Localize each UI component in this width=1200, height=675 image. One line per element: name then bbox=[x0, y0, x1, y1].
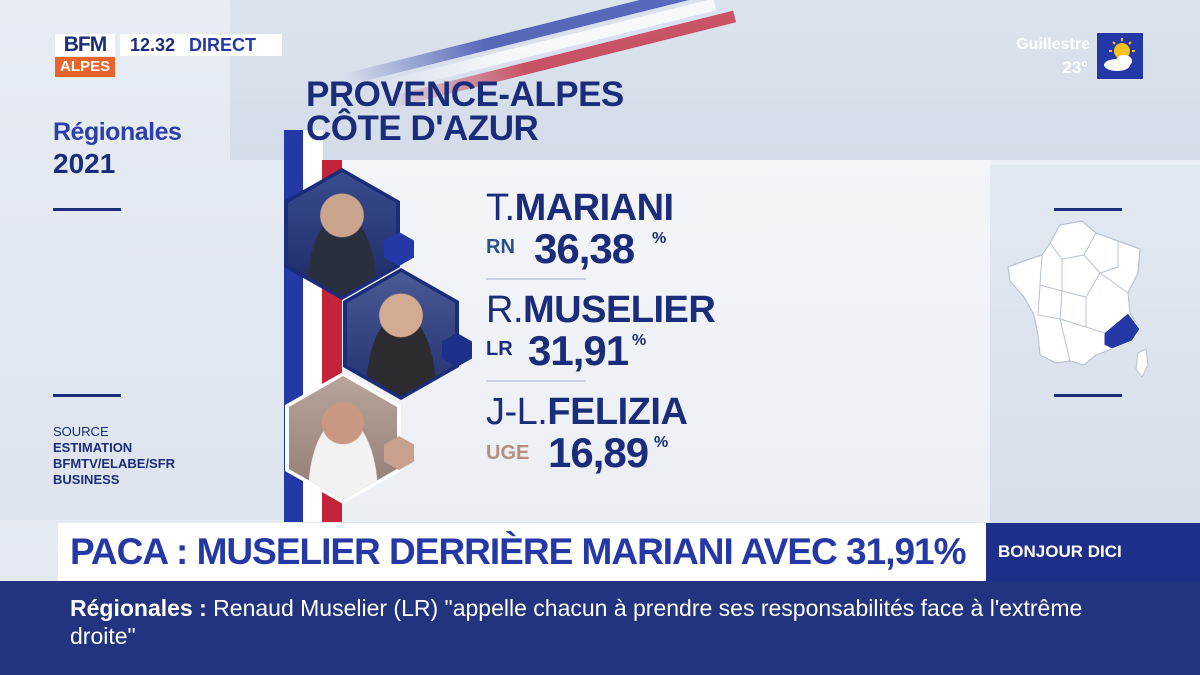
party-label: UGE bbox=[486, 442, 530, 464]
candidate-first: R. bbox=[486, 289, 524, 331]
divider bbox=[53, 394, 121, 397]
percent-sign: % bbox=[654, 434, 669, 451]
paca-region bbox=[1103, 312, 1141, 350]
source-block: SOURCE ESTIMATION BFMTV/ELABE/SFR BUSINE… bbox=[53, 424, 175, 488]
candidate-name: R.MUSELIER bbox=[486, 289, 716, 331]
row-separator bbox=[486, 380, 586, 382]
sun-cloud-icon bbox=[1097, 33, 1143, 79]
ticker-label: Régionales bbox=[70, 595, 193, 621]
candidate-name: J-L.FELIZIA bbox=[486, 391, 688, 433]
logo-top-text: BFM bbox=[55, 34, 115, 56]
candidate-score: 36,38 bbox=[534, 225, 635, 272]
candidate-name: T.MARIANI bbox=[486, 188, 674, 228]
weather-temp: 23° bbox=[1062, 58, 1088, 77]
headline-text: PACA : MUSELIER DERRIÈRE MARIANI AVEC 31… bbox=[70, 531, 967, 572]
candidate-score: 16,89 bbox=[548, 429, 649, 476]
candidate-first: J-L. bbox=[486, 391, 548, 433]
source-title: SOURCE bbox=[53, 424, 109, 439]
election-label: Régionales bbox=[53, 118, 182, 146]
region-title-line2: CÔTE D'AZUR bbox=[306, 109, 539, 148]
election-year: 2021 bbox=[53, 148, 116, 179]
party-label: LR bbox=[486, 338, 513, 360]
party-label: RN bbox=[486, 236, 515, 258]
ticker-message: Renaud Muselier (LR) "appelle chacun à p… bbox=[70, 595, 1083, 649]
candidate-first: T. bbox=[486, 187, 515, 229]
candidate-last: MARIANI bbox=[514, 187, 675, 229]
weather-city: Guillestre bbox=[1016, 36, 1090, 53]
divider bbox=[53, 208, 121, 211]
percent-sign: % bbox=[632, 332, 647, 349]
source-line: BUSINESS bbox=[53, 472, 120, 487]
ticker-bar bbox=[0, 581, 1200, 675]
channel-logo: BFM ALPES bbox=[55, 34, 115, 77]
ticker-separator: : bbox=[199, 595, 207, 621]
percent-sign: % bbox=[652, 230, 667, 247]
divider bbox=[1054, 208, 1122, 211]
logo-bottom-text: ALPES bbox=[55, 57, 115, 77]
candidate-last: MUSELIER bbox=[523, 289, 716, 331]
ticker-text: Régionales : Renaud Muselier (LR) "appel… bbox=[70, 594, 1150, 650]
clock-time: 12.32 bbox=[130, 34, 176, 55]
region-title-line1: PROVENCE-ALPES bbox=[306, 75, 624, 114]
candidate-score: 31,91 bbox=[528, 327, 629, 374]
clock-badge: 12.32 DIRECT bbox=[120, 34, 282, 56]
corsica bbox=[1135, 348, 1149, 378]
live-label: DIRECT bbox=[189, 34, 257, 55]
france-outline bbox=[1007, 220, 1141, 366]
row-separator bbox=[486, 278, 586, 280]
france-map bbox=[1007, 220, 1149, 378]
source-line: ESTIMATION bbox=[53, 440, 133, 455]
candidate-last: FELIZIA bbox=[547, 391, 688, 433]
region-title: PROVENCE-ALPES CÔTE D'AZUR bbox=[306, 75, 624, 148]
headline-banner: PACA : MUSELIER DERRIÈRE MARIANI AVEC 31… bbox=[58, 523, 986, 581]
divider bbox=[1054, 394, 1122, 397]
source-line: BFMTV/ELABE/SFR bbox=[53, 456, 176, 471]
program-label: BONJOUR DICI bbox=[986, 523, 1200, 581]
